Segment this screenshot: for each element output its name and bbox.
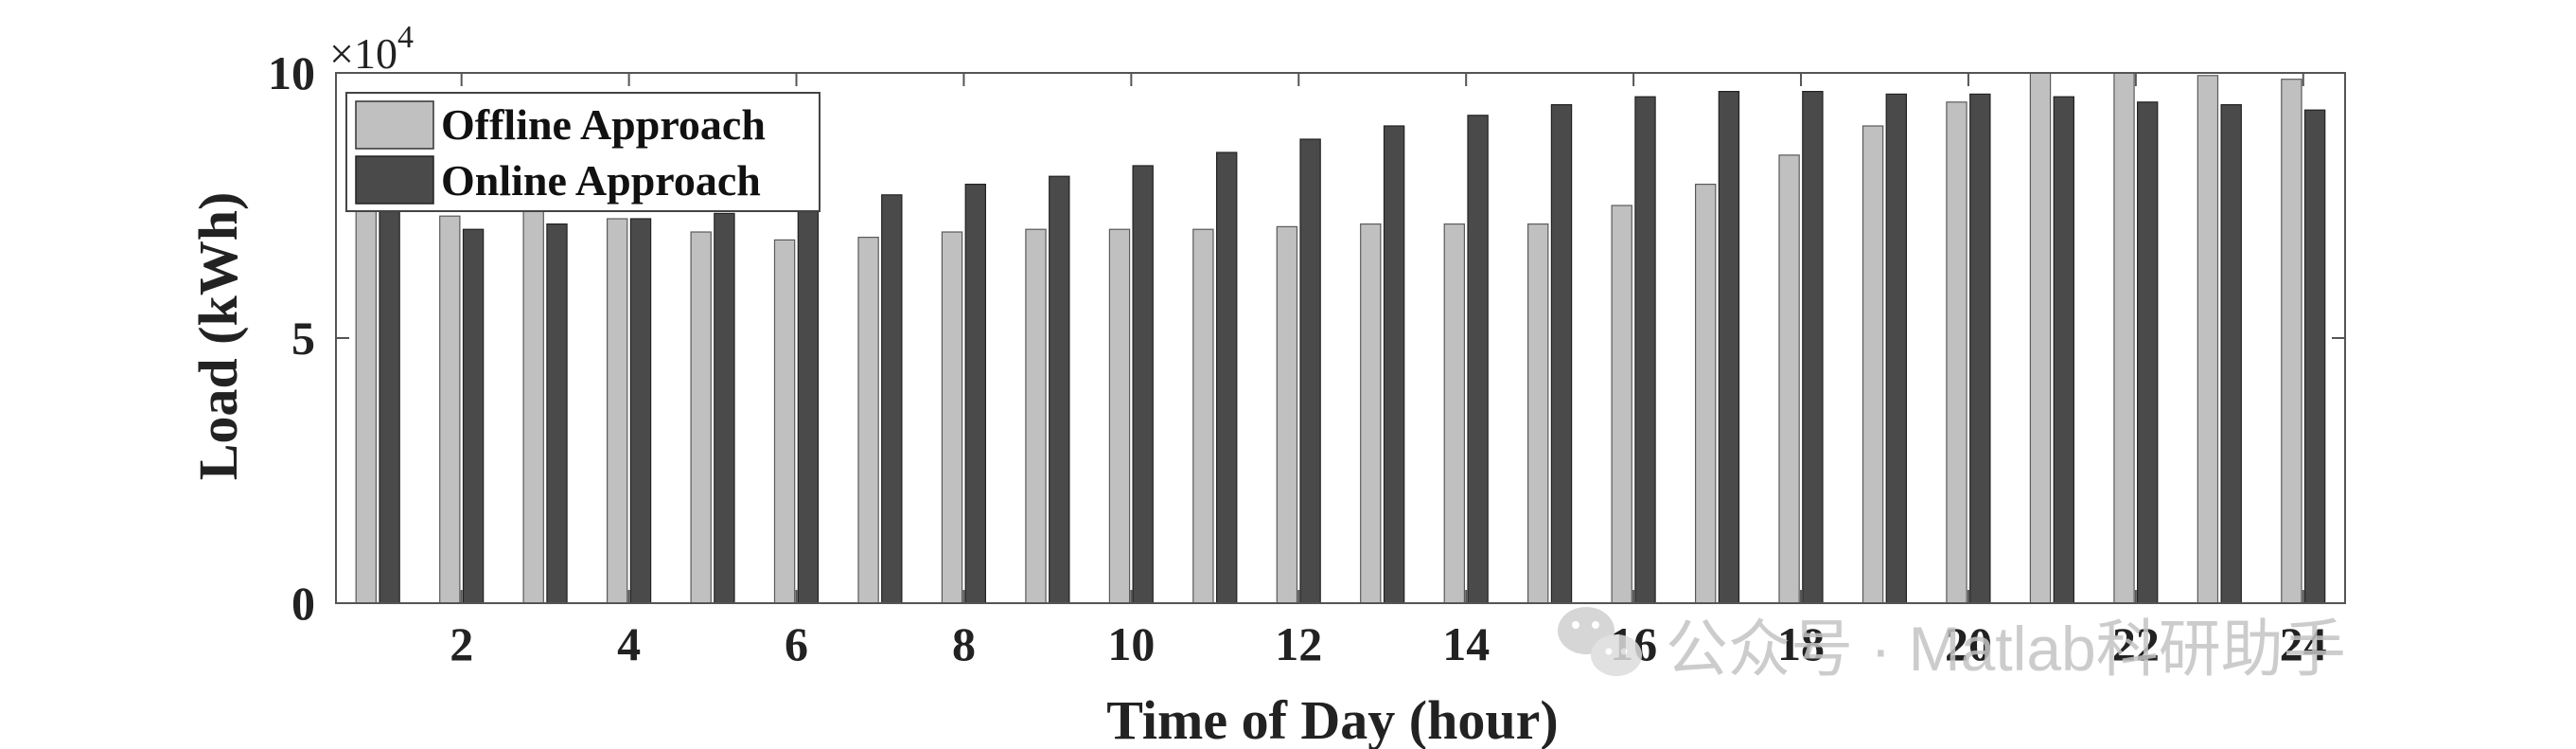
bar-online-hour-18 [1802,90,1824,604]
x-tick-label-12: 12 [1275,617,1322,670]
bar-offline-hour-6 [773,239,796,604]
bar-online-hour-17 [1718,90,1740,604]
bar-online-hour-9 [1049,175,1070,604]
watermark-text: 公众号 · Matlab科研助手 [1666,614,2346,684]
x-tick-label-24: 24 [2280,617,2327,670]
bar-offline-hour-11 [1192,228,1214,604]
bar-online-hour-12 [1299,138,1321,604]
bar-offline-hour-14 [1443,223,1465,604]
y-exponent: ×104 [329,20,414,78]
bar-offline-hour-3 [522,210,544,604]
legend: Offline Approach Online Approach [345,92,820,212]
bar-online-hour-21 [2053,96,2074,604]
bar-offline-hour-13 [1360,223,1382,604]
bar-online-hour-5 [714,212,735,604]
x-tick-label-10: 10 [1107,617,1155,670]
y-tick-label-10: 10 [268,46,315,99]
bar-online-hour-15 [1550,103,1573,604]
bar-offline-hour-7 [857,237,879,604]
bar-online-hour-22 [2137,101,2159,604]
bar-offline-hour-5 [690,231,712,604]
bar-offline-hour-8 [941,231,963,604]
bar-offline-hour-15 [1526,223,1549,604]
bar-online-hour-19 [1885,93,1907,604]
bar-offline-hour-10 [1108,228,1131,604]
wechat-icon [1558,607,1642,676]
x-tick-label-2: 2 [450,617,473,670]
bar-offline-hour-16 [1611,205,1632,604]
bar-online-hour-16 [1634,96,1656,604]
bar-online-hour-7 [881,194,903,604]
bar-online-hour-14 [1467,115,1489,604]
y-tick-labels: 0 5 10 [268,46,315,630]
legend-label-offline: Offline Approach [441,100,766,149]
watermark: 公众号 · Matlab科研助手 [1558,607,2346,684]
x-tick-label-20: 20 [1945,617,1992,670]
y-exponent-power: 4 [397,20,414,55]
bar-online-hour-2 [462,228,485,604]
bar-offline-hour-22 [2113,72,2135,604]
bar-offline-hour-12 [1276,225,1298,604]
x-tick-labels: 24681012141618202224 [450,617,2327,670]
bar-online-hour-1 [379,146,400,604]
y-tick-label-5: 5 [291,312,315,365]
bar-online-hour-8 [964,184,987,604]
bar-offline-hour-21 [2029,72,2052,604]
bar-offline-hour-23 [2197,75,2219,604]
bar-online-hour-11 [1215,152,1238,604]
bar-online-hour-20 [1969,93,1991,604]
bar-online-hour-10 [1132,165,1154,604]
bar-offline-hour-2 [439,215,461,604]
x-tick-label-6: 6 [785,617,808,670]
x-tick-label-8: 8 [952,617,976,670]
bar-offline-hour-18 [1778,154,1800,604]
bar-offline-hour-24 [2281,79,2303,604]
legend-swatch-online [355,155,434,205]
legend-label-online: Online Approach [441,156,761,205]
x-tick-label-18: 18 [1777,617,1825,670]
bar-offline-hour-19 [1861,125,1884,604]
bar-offline-hour-20 [1946,101,1967,604]
bar-online-hour-3 [546,223,568,604]
y-axis-label: Load (kWh) [187,192,249,481]
bar-online-hour-13 [1383,125,1405,604]
y-tick-label-0: 0 [291,577,315,630]
x-tick-label-22: 22 [2112,617,2160,670]
legend-swatch-offline [355,100,434,150]
x-tick-label-4: 4 [617,617,641,670]
bar-offline-hour-17 [1694,184,1717,604]
bar-online-hour-24 [2303,109,2326,604]
tick-marks [336,72,2345,604]
bar-online-hour-4 [629,218,652,604]
y-exponent-base: ×10 [329,29,397,78]
x-tick-label-14: 14 [1442,617,1490,670]
bar-offline-hour-4 [606,218,628,604]
bar-online-hour-23 [2220,103,2242,604]
bar-online-hour-6 [797,207,820,604]
x-axis-label: Time of Day (hour) [1106,689,1558,749]
bar-offline-hour-9 [1025,228,1047,604]
